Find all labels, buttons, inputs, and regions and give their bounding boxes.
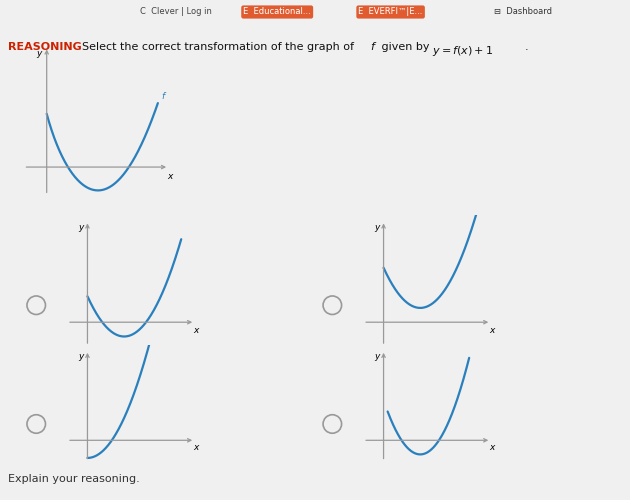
Text: given by: given by bbox=[378, 42, 430, 52]
Text: x: x bbox=[193, 326, 199, 334]
Text: x: x bbox=[490, 326, 495, 334]
Text: y: y bbox=[78, 352, 84, 361]
Text: REASONING: REASONING bbox=[8, 42, 82, 52]
Text: x: x bbox=[167, 172, 173, 181]
Text: y: y bbox=[37, 50, 42, 58]
Text: y: y bbox=[374, 223, 380, 232]
Text: Select the correct transformation of the graph of: Select the correct transformation of the… bbox=[82, 42, 354, 52]
Text: x: x bbox=[193, 443, 199, 452]
Text: x: x bbox=[490, 443, 495, 452]
Text: .: . bbox=[525, 42, 529, 52]
Text: E  Educational...: E Educational... bbox=[243, 8, 311, 16]
Text: y: y bbox=[78, 223, 84, 232]
Text: y: y bbox=[374, 352, 380, 361]
Text: f: f bbox=[161, 92, 164, 102]
Text: f: f bbox=[370, 42, 374, 52]
Text: Explain your reasoning.: Explain your reasoning. bbox=[8, 474, 140, 484]
Text: C  Clever | Log in: C Clever | Log in bbox=[140, 8, 212, 16]
Text: E  EVERFI™|E...: E EVERFI™|E... bbox=[358, 8, 423, 16]
Text: $y = f(x) + 1$: $y = f(x) + 1$ bbox=[432, 44, 493, 58]
Text: ⊟  Dashboard: ⊟ Dashboard bbox=[494, 8, 552, 16]
